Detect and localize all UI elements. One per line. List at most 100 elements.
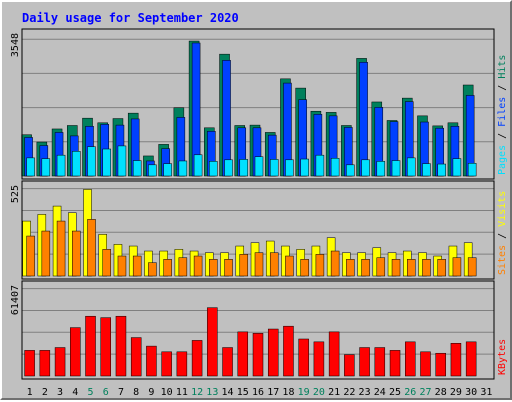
x-tick-label-17: 17 [267,387,279,398]
bar-visits-sites-day-3 [56,220,66,277]
x-tick-label-6: 6 [103,387,109,398]
bar-kbytes-kbytes-day-2 [39,350,51,377]
x-tick-label-11: 11 [176,387,188,398]
bar-visits-sites-day-4 [72,230,81,277]
x-tick-label-28: 28 [435,387,447,398]
legend-item-kbytes: KBytes [497,339,508,375]
x-tick-label-3: 3 [57,387,63,398]
bar-visits-sites-day-21 [330,250,340,277]
bar-kbytes-kbytes-day-3 [54,347,66,377]
bar-hits-pages-day-29 [452,158,462,177]
bar-kbytes-kbytes-day-25 [389,350,401,377]
bar-kbytes-kbytes-day-23 [359,347,370,377]
x-tick-label-29: 29 [450,387,462,398]
bar-visits-sites-day-30 [467,257,477,277]
x-tick-label-10: 10 [161,387,173,398]
bar-visits-sites-day-23 [361,259,370,277]
bar-kbytes-kbytes-day-12 [191,340,203,377]
bar-kbytes-kbytes-day-30 [465,341,477,377]
bar-kbytes-kbytes-day-21 [328,331,340,377]
legend-separator: / [497,127,508,145]
legend-hits: Pages / Files / Hits [497,55,508,175]
bar-visits-sites-day-26 [407,259,416,277]
bar-visits-sites-day-16 [254,252,264,277]
bar-kbytes-kbytes-day-8 [130,337,142,377]
legend-item-files: Files [497,97,508,127]
y-max-label-kbytes: 61407 [10,285,21,315]
bar-kbytes-kbytes-day-10 [161,351,172,377]
bar-kbytes-kbytes-day-4 [70,327,81,377]
bar-hits-pages-day-7 [117,145,127,177]
legend-item-sites: Sites [497,245,508,275]
bar-hits-pages-day-1 [26,157,35,177]
legend-separator: / [497,79,508,97]
x-tick-label-24: 24 [374,387,386,398]
x-tick-label-19: 19 [298,387,310,398]
x-tick-label-16: 16 [252,387,264,398]
bar-visits-sites-day-17 [269,252,279,277]
bar-kbytes-kbytes-day-24 [374,347,386,377]
bar-hits-pages-day-19 [300,158,309,177]
bar-kbytes-kbytes-day-16 [252,333,264,377]
bar-hits-pages-day-4 [72,151,81,177]
bar-hits-files-day-14 [222,60,231,177]
bar-hits-pages-day-6 [102,148,111,177]
bar-kbytes-kbytes-day-1 [24,350,35,377]
x-tick-label-22: 22 [343,387,355,398]
panel-visits-border [21,180,495,280]
bar-kbytes-kbytes-day-11 [176,351,188,377]
bar-visits-sites-day-11 [178,257,188,277]
bar-hits-pages-day-17 [269,159,279,177]
bar-kbytes-kbytes-day-28 [435,352,446,377]
bar-hits-pages-day-15 [239,159,249,177]
x-tick-label-23: 23 [359,387,371,398]
bar-visits-sites-day-22 [346,259,355,277]
x-tick-label-14: 14 [222,387,234,398]
bar-kbytes-kbytes-day-22 [344,354,355,377]
bar-visits-sites-day-27 [422,259,431,277]
bar-hits-pages-day-5 [87,146,96,177]
bar-hits-pages-day-16 [254,156,264,177]
bar-hits-pages-day-26 [407,157,416,177]
bar-kbytes-kbytes-day-9 [146,345,157,377]
chart-title: Daily usage for September 2020 [22,11,239,25]
bar-visits-sites-day-5 [87,219,96,277]
bar-hits-pages-day-11 [178,160,188,177]
bar-kbytes-kbytes-day-18 [283,325,294,377]
bar-visits-sites-day-15 [239,254,249,277]
bar-visits-sites-day-28 [437,259,446,277]
bar-visits-sites-day-7 [117,255,127,277]
bar-hits-pages-day-12 [193,154,203,177]
bar-kbytes-kbytes-day-27 [420,351,431,377]
panel-kbytes-border [21,280,495,380]
y-max-label-visits: 525 [10,185,21,203]
bar-visits-sites-day-1 [26,235,35,277]
bar-kbytes-kbytes-day-13 [207,307,218,377]
bar-hits-pages-day-18 [285,159,294,177]
bar-hits-pages-day-22 [346,164,355,177]
bar-visits-sites-day-20 [315,254,325,277]
x-tick-label-9: 9 [148,387,154,398]
bar-hits-pages-day-27 [422,163,431,177]
x-tick-label-31: 31 [480,387,492,398]
legend-item-hits: Hits [497,55,508,79]
bar-visits-sites-day-25 [391,259,401,277]
x-tick-label-4: 4 [72,387,78,398]
panel-kbytes: 61407 KBytes [10,280,508,380]
bar-hits-pages-day-14 [224,159,233,177]
bar-kbytes-kbytes-day-14 [222,347,233,377]
bar-hits-pages-day-13 [209,161,218,177]
bar-visits-sites-day-6 [102,249,111,277]
bar-kbytes-kbytes-day-20 [313,341,325,377]
bar-hits-pages-day-25 [391,160,401,177]
x-tick-label-13: 13 [206,387,218,398]
bar-kbytes-kbytes-day-6 [100,317,111,377]
bar-hits-pages-day-23 [361,159,370,177]
bar-kbytes-kbytes-day-15 [237,331,249,377]
bar-hits-pages-day-10 [163,163,172,177]
bar-visits-sites-day-24 [376,257,386,277]
bar-kbytes-kbytes-day-19 [298,338,309,377]
bar-visits-sites-day-18 [285,255,294,277]
x-tick-label-8: 8 [133,387,139,398]
